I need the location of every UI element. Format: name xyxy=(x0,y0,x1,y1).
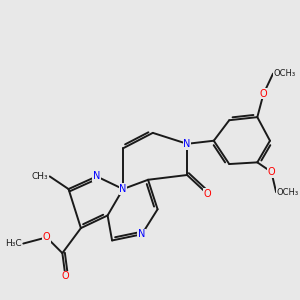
Text: N: N xyxy=(93,171,100,182)
Text: OCH₃: OCH₃ xyxy=(273,69,295,78)
Text: O: O xyxy=(61,272,69,281)
Text: OCH₃: OCH₃ xyxy=(276,188,298,196)
Text: O: O xyxy=(268,167,275,177)
Text: N: N xyxy=(183,139,191,149)
Text: N: N xyxy=(138,229,146,239)
Text: O: O xyxy=(260,89,267,99)
Text: O: O xyxy=(203,189,211,199)
Text: H₃C: H₃C xyxy=(5,239,22,248)
Text: N: N xyxy=(119,184,127,194)
Text: CH₃: CH₃ xyxy=(32,172,48,181)
Text: O: O xyxy=(43,232,50,242)
